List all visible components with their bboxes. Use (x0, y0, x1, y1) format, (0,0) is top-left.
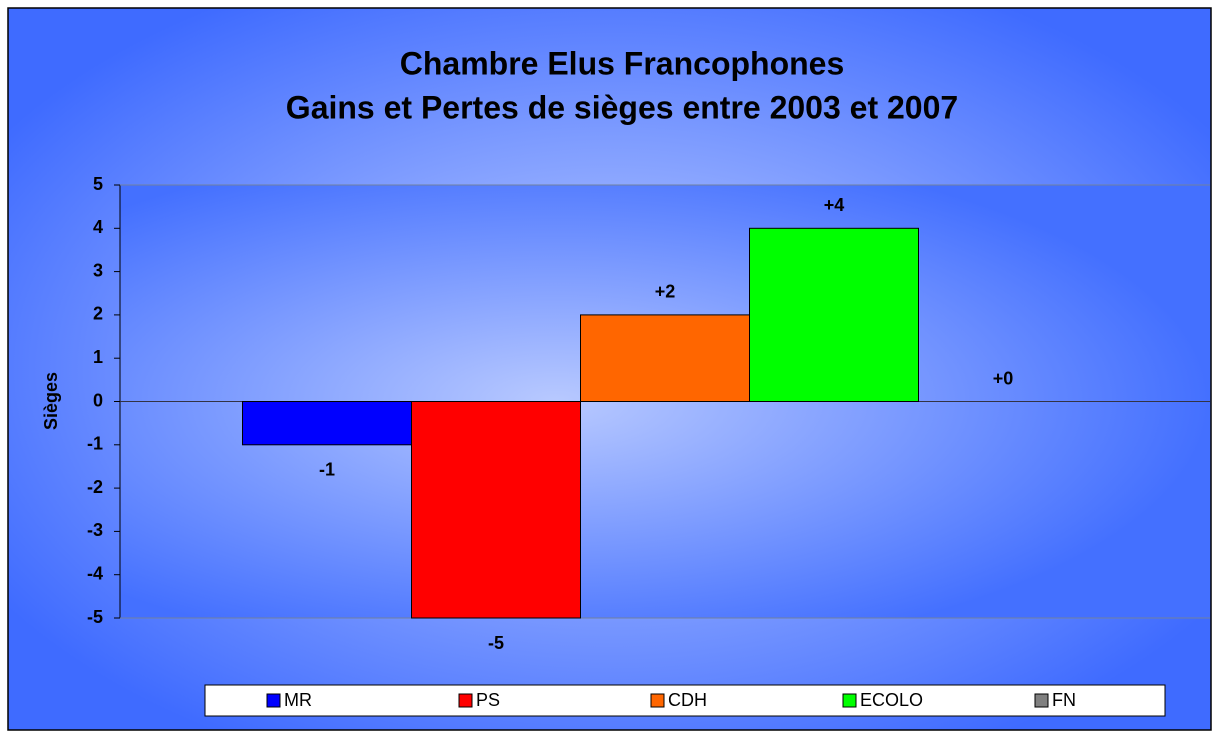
bar (411, 401, 581, 619)
legend-label: ECOLO (860, 690, 923, 710)
bar (242, 401, 412, 446)
y-tick-label: -2 (87, 477, 103, 497)
chart-subtitle: Gains et Pertes de sièges entre 2003 et … (286, 89, 958, 125)
legend-label: CDH (668, 690, 707, 710)
bar (580, 314, 750, 402)
legend-swatch (842, 693, 857, 708)
legend-label: FN (1052, 690, 1076, 710)
y-tick-label: 5 (93, 174, 103, 194)
legend-swatch (458, 693, 473, 708)
data-label: -1 (319, 460, 335, 480)
y-axis-label: Sièges (41, 372, 61, 430)
legend-swatch (266, 693, 281, 708)
legend (204, 684, 1166, 717)
y-tick-label: -4 (87, 563, 103, 583)
data-label: +0 (993, 368, 1014, 388)
y-tick-label: -3 (87, 520, 103, 540)
legend-swatch (1034, 693, 1049, 708)
data-label: -5 (488, 633, 504, 653)
y-tick-label: 1 (93, 347, 103, 367)
y-tick-label: -1 (87, 434, 103, 454)
y-tick-label: 2 (93, 304, 103, 324)
y-tick-label: 3 (93, 260, 103, 280)
legend-label: MR (284, 690, 312, 710)
y-tick-label: 4 (93, 217, 103, 237)
bar (749, 227, 919, 402)
y-tick-label: 0 (93, 390, 103, 410)
y-tick-label: -5 (87, 607, 103, 627)
legend-swatch (650, 693, 665, 708)
data-label: +2 (655, 282, 676, 302)
data-label: +4 (824, 195, 845, 215)
legend-label: PS (476, 690, 500, 710)
chart-title: Chambre Elus Francophones (400, 45, 845, 81)
